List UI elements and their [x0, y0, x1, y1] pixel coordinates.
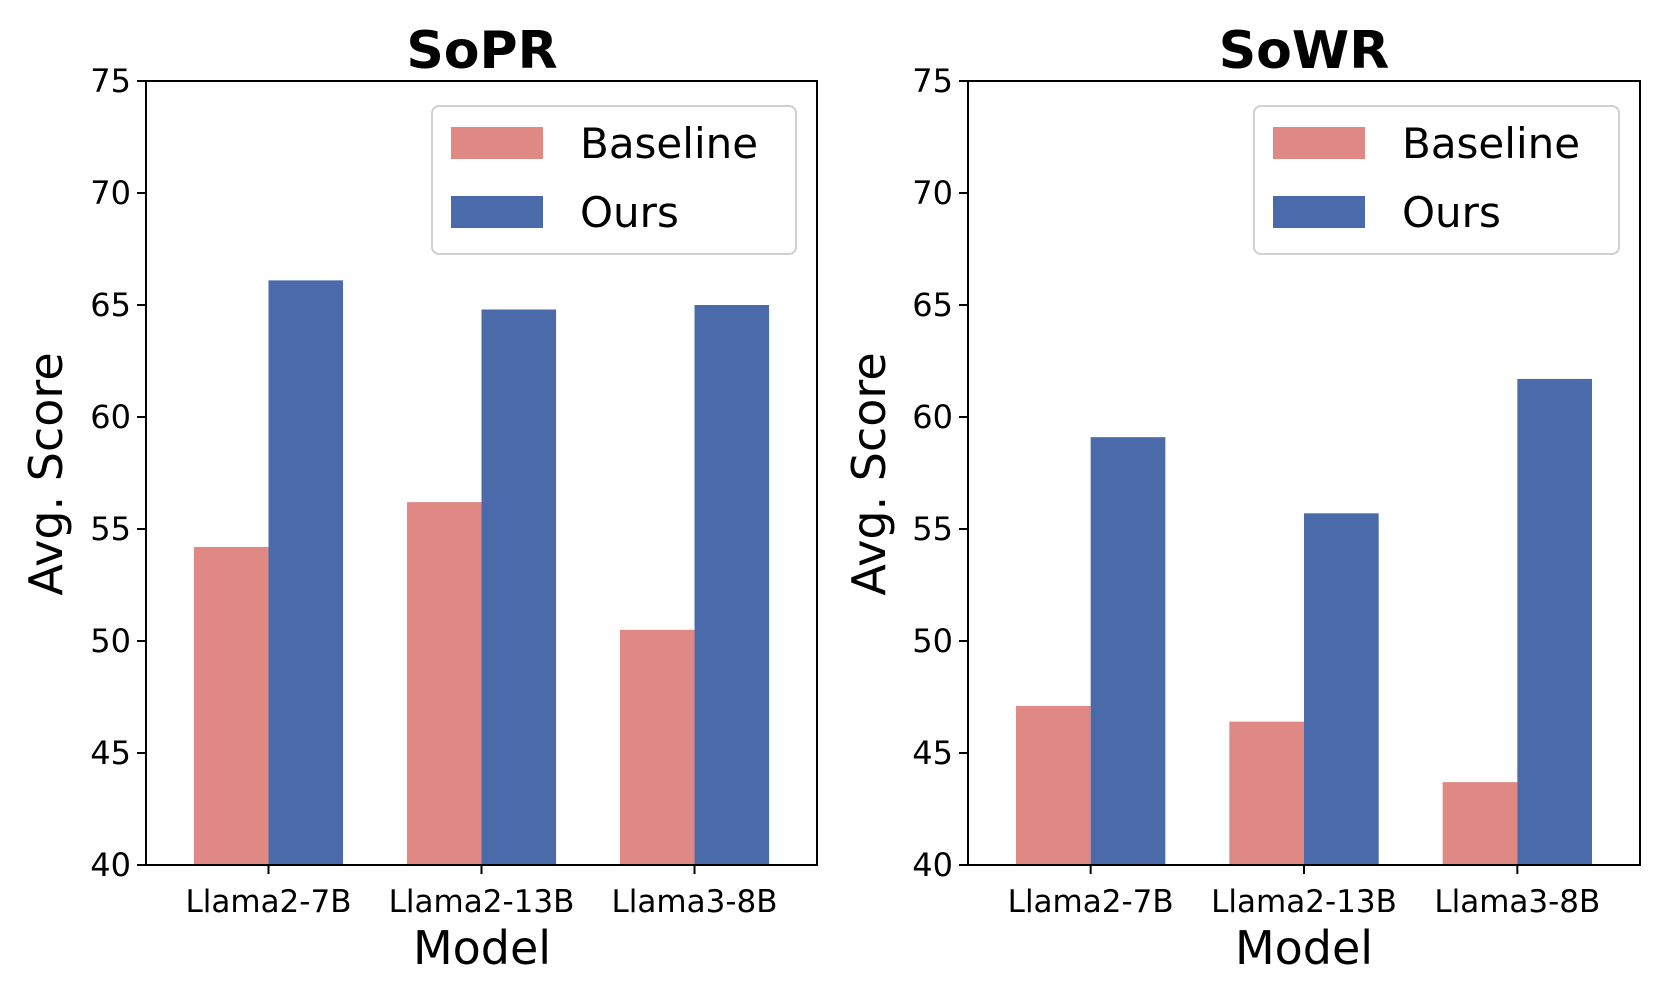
chart-sopr: SoPR Avg. Score Model 40 45 50 55 60 65 70 75 L… [19, 21, 818, 975]
legend-label-baseline: Baseline [580, 119, 758, 168]
y-axis-label: Avg. Score [842, 352, 896, 595]
x-tick-label: Llama2-13B [389, 884, 575, 920]
bar-ours-llama2-7b [1090, 437, 1166, 865]
x-tick-label: Llama2-13B [1211, 884, 1397, 920]
bars-group [1016, 378, 1592, 865]
y-tick-label: 40 [90, 846, 131, 884]
x-tick-label: Llama3-8B [1434, 884, 1600, 920]
x-tick-label: Llama2-7B [185, 884, 351, 920]
plot-frame [145, 80, 818, 866]
chart-title: SoWR [1219, 21, 1390, 81]
legend-label-baseline: Baseline [1402, 119, 1580, 168]
y-tick-label: 50 [90, 622, 131, 660]
bar-baseline-llama2-13b [406, 502, 482, 865]
legend-swatch-baseline [451, 127, 543, 159]
x-tick-label: Llama2-7B [1008, 884, 1174, 920]
bar-baseline-llama2-13b [1229, 721, 1304, 865]
x-tick-label: Llama3-8B [612, 884, 778, 920]
legend: Baseline Ours [1253, 105, 1620, 255]
y-tick-label: 75 [912, 62, 953, 100]
y-tick-label: 50 [912, 622, 953, 660]
y-tick-label: 55 [90, 510, 131, 548]
y-tick-label: 45 [90, 734, 131, 772]
bar-ours-llama2-13b [1304, 513, 1379, 865]
y-tick-label: 60 [912, 398, 953, 436]
bar-ours-llama3-8b [694, 305, 770, 865]
bar-ours-llama2-13b [481, 309, 557, 866]
y-tick-label: 65 [90, 286, 131, 324]
x-axis-ticks: Llama2-7B Llama2-13B Llama3-8B [185, 865, 778, 920]
y-tick-label: 70 [90, 174, 131, 212]
bars-group [193, 280, 770, 866]
y-tick-label: 60 [90, 398, 131, 436]
chart-sowr: SoWR Avg. Score Model 40 45 50 55 60 65 70 75 L… [842, 21, 1641, 975]
legend-swatch-baseline [1273, 127, 1365, 159]
plot-frame [967, 80, 1641, 866]
y-axis-ticks: 40 45 50 55 60 65 70 75 [912, 62, 968, 884]
y-tick-label: 45 [912, 734, 953, 772]
y-tick-label: 75 [90, 62, 131, 100]
bar-baseline-llama2-7b [193, 546, 269, 865]
legend-swatch-ours [451, 196, 543, 228]
legend: Baseline Ours [431, 105, 797, 255]
y-axis-label: Avg. Score [19, 352, 73, 595]
bar-baseline-llama2-7b [1016, 705, 1091, 865]
chart-title: SoPR [406, 21, 557, 81]
legend-label-ours: Ours [580, 188, 679, 237]
bar-baseline-llama3-8b [1442, 782, 1518, 865]
x-axis-label: Model [1235, 921, 1373, 975]
bar-ours-llama2-7b [268, 280, 344, 865]
y-tick-label: 70 [912, 174, 953, 212]
y-axis-ticks: 40 45 50 55 60 65 70 75 [90, 62, 146, 884]
bar-ours-llama3-8b [1517, 378, 1592, 865]
y-tick-label: 55 [912, 510, 953, 548]
x-axis-label: Model [413, 921, 551, 975]
y-tick-label: 40 [912, 846, 953, 884]
legend-swatch-ours [1273, 196, 1365, 228]
x-axis-ticks: Llama2-7B Llama2-13B Llama3-8B [1008, 865, 1600, 920]
y-tick-label: 65 [912, 286, 953, 324]
legend-label-ours: Ours [1402, 188, 1501, 237]
bar-baseline-llama3-8b [619, 629, 695, 865]
